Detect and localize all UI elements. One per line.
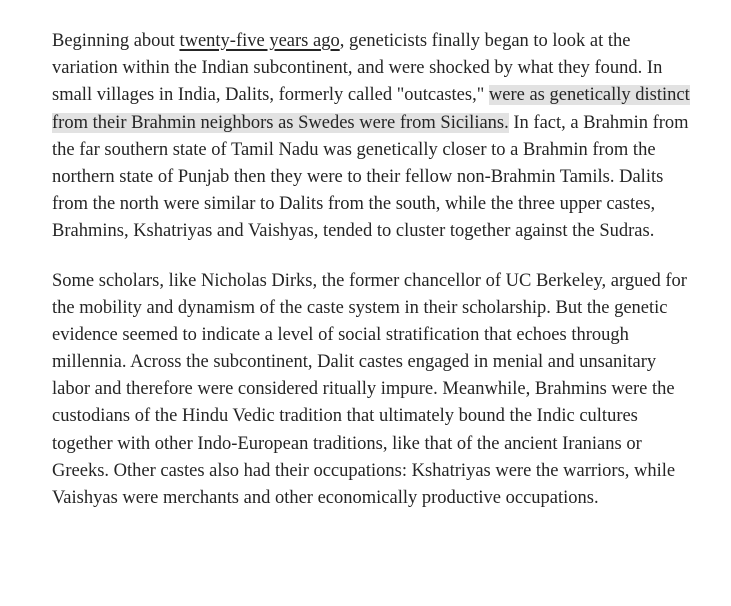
p1-text-before-link: Beginning about	[52, 31, 179, 51]
twenty-five-years-ago-link[interactable]: twenty-five years ago	[179, 31, 339, 51]
paragraph-2: Some scholars, like Nicholas Dirks, the …	[52, 268, 691, 513]
paragraph-1: Beginning about twenty-five years ago, g…	[52, 28, 691, 246]
